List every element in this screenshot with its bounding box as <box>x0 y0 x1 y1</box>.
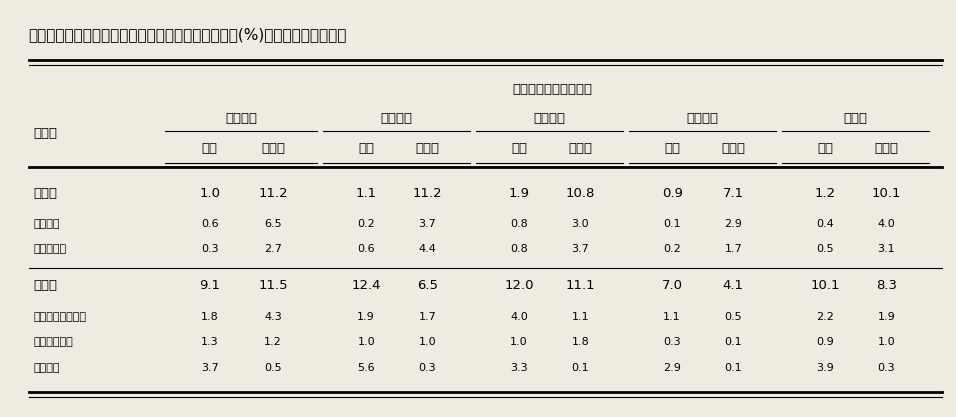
Text: 0.2: 0.2 <box>663 244 681 254</box>
Text: 10.8: 10.8 <box>566 187 595 201</box>
Text: 2.7: 2.7 <box>264 244 282 254</box>
Text: 1.8: 1.8 <box>572 337 589 347</box>
Text: 0.1: 0.1 <box>663 219 681 229</box>
Text: 11.2: 11.2 <box>413 187 442 201</box>
Text: 無撹乱: 無撹乱 <box>261 141 285 155</box>
Text: 7.1: 7.1 <box>723 187 744 201</box>
Text: 無撹乱: 無撹乱 <box>415 141 440 155</box>
Text: 10.1: 10.1 <box>872 187 901 201</box>
Text: 無撹乱: 無撹乱 <box>721 141 746 155</box>
Text: 0.2: 0.2 <box>358 219 375 229</box>
Text: 0.3: 0.3 <box>663 337 681 347</box>
Text: 6.5: 6.5 <box>264 219 282 229</box>
Text: 0.3: 0.3 <box>878 363 895 373</box>
Text: 0.9: 0.9 <box>816 337 834 347</box>
Text: ナギナタコウジュ: ナギナタコウジュ <box>33 312 86 322</box>
Text: 撹乱: 撹乱 <box>817 141 833 155</box>
Text: 0.6: 0.6 <box>358 244 375 254</box>
Text: 0.4: 0.4 <box>816 219 834 229</box>
Text: 4.4: 4.4 <box>419 244 436 254</box>
Text: 1.9: 1.9 <box>878 312 895 322</box>
Text: 撹乱: 撹乱 <box>202 141 218 155</box>
Text: 1.0: 1.0 <box>878 337 895 347</box>
Text: 0.1: 0.1 <box>725 337 742 347</box>
Text: 4.0: 4.0 <box>511 312 528 322</box>
Text: 0.3: 0.3 <box>419 363 436 373</box>
Text: 12.0: 12.0 <box>505 279 533 292</box>
Text: 撹乱: 撹乱 <box>511 141 527 155</box>
Text: 0.3: 0.3 <box>201 244 219 254</box>
Text: 1.0: 1.0 <box>419 337 436 347</box>
Text: 全灌木: 全灌木 <box>33 187 57 201</box>
Text: 2.9: 2.9 <box>725 219 742 229</box>
Text: 0.5: 0.5 <box>264 363 282 373</box>
Text: 0.1: 0.1 <box>572 363 589 373</box>
Text: ２００本: ２００本 <box>380 112 413 126</box>
Text: 0.8: 0.8 <box>511 244 528 254</box>
Text: 6.5: 6.5 <box>417 279 438 292</box>
Text: 3.7: 3.7 <box>572 244 589 254</box>
Text: ヒメジョオン: ヒメジョオン <box>33 337 74 347</box>
Text: ミゾソバ: ミゾソバ <box>33 363 60 373</box>
Text: 9.1: 9.1 <box>200 279 220 292</box>
Text: 撹乱: 撹乱 <box>358 141 374 155</box>
Text: タラノキ: タラノキ <box>33 219 60 229</box>
Text: 0.9: 0.9 <box>662 187 683 201</box>
Text: 1.9: 1.9 <box>509 187 530 201</box>
Text: ５００本: ５００本 <box>686 112 719 126</box>
Text: 2.9: 2.9 <box>663 363 681 373</box>
Text: 11.5: 11.5 <box>258 279 288 292</box>
Text: ３００本: ３００本 <box>533 112 566 126</box>
Text: 1.1: 1.1 <box>356 187 377 201</box>
Text: 10.1: 10.1 <box>811 279 839 292</box>
Text: 1.3: 1.3 <box>201 337 219 347</box>
Text: 立木密度（本／ｈａ）: 立木密度（本／ｈａ） <box>512 83 592 96</box>
Text: 1.0: 1.0 <box>511 337 528 347</box>
Text: 0.6: 0.6 <box>201 219 219 229</box>
Text: 3.1: 3.1 <box>878 244 895 254</box>
Text: 0.5: 0.5 <box>725 312 742 322</box>
Text: 1.2: 1.2 <box>264 337 282 347</box>
Text: 7.0: 7.0 <box>662 279 683 292</box>
Text: 5.6: 5.6 <box>358 363 375 373</box>
Text: 3.3: 3.3 <box>511 363 528 373</box>
Text: 2.2: 2.2 <box>816 312 834 322</box>
Text: 12.4: 12.4 <box>352 279 380 292</box>
Text: 11.1: 11.1 <box>566 279 595 292</box>
Text: 1.1: 1.1 <box>663 312 681 322</box>
Text: 3.7: 3.7 <box>419 219 436 229</box>
Text: 1.8: 1.8 <box>201 312 219 322</box>
Text: 3.7: 3.7 <box>201 363 219 373</box>
Text: 1.0: 1.0 <box>358 337 375 347</box>
Text: クマイチゴ: クマイチゴ <box>33 244 67 254</box>
Text: 1.9: 1.9 <box>358 312 375 322</box>
Text: １００本: １００本 <box>226 112 257 126</box>
Text: 4.1: 4.1 <box>723 279 744 292</box>
Text: 0.5: 0.5 <box>816 244 834 254</box>
Text: 無撹乱: 無撹乱 <box>568 141 593 155</box>
Text: 8.3: 8.3 <box>876 279 897 292</box>
Text: 4.0: 4.0 <box>878 219 895 229</box>
Text: 1.2: 1.2 <box>815 187 836 201</box>
Text: 1.7: 1.7 <box>419 312 436 322</box>
Text: 0.8: 0.8 <box>511 219 528 229</box>
Text: 1.1: 1.1 <box>572 312 589 322</box>
Text: 全雑草: 全雑草 <box>33 279 57 292</box>
Text: 3.9: 3.9 <box>816 363 834 373</box>
Text: 種　名: 種 名 <box>33 127 57 140</box>
Text: 1.7: 1.7 <box>725 244 742 254</box>
Text: 無撹乱: 無撹乱 <box>874 141 899 155</box>
Text: 表２　造成初期に出現する主要な灌木と雑草の被度(%)とリター層撹乱効果: 表２ 造成初期に出現する主要な灌木と雑草の被度(%)とリター層撹乱効果 <box>29 27 347 42</box>
Text: 平　均: 平 均 <box>843 112 868 126</box>
Text: 11.2: 11.2 <box>258 187 288 201</box>
Text: 4.3: 4.3 <box>264 312 282 322</box>
Text: 0.1: 0.1 <box>725 363 742 373</box>
Text: 撹乱: 撹乱 <box>664 141 680 155</box>
Text: 1.0: 1.0 <box>200 187 220 201</box>
Text: 3.0: 3.0 <box>572 219 589 229</box>
